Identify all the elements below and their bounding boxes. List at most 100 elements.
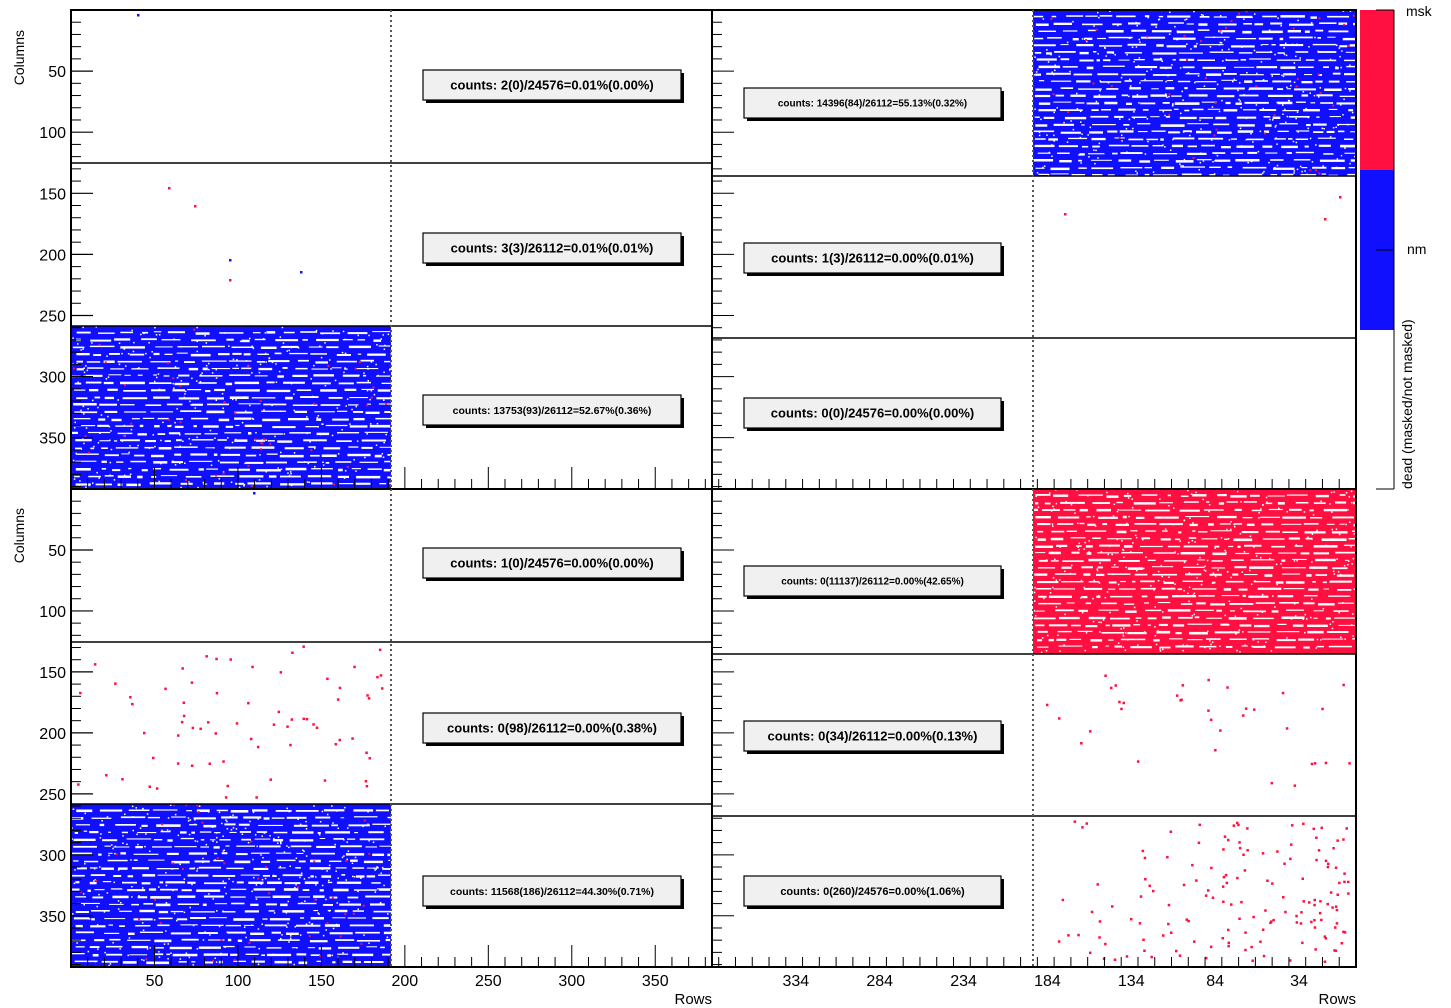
- dead-pixel: [1335, 908, 1339, 912]
- speck: [346, 841, 348, 843]
- gap: [1070, 94, 1086, 97]
- speck: [286, 932, 288, 934]
- gap: [216, 809, 228, 812]
- gap: [1162, 530, 1168, 532]
- speck: [1287, 99, 1290, 102]
- dead-pixel: [1148, 884, 1151, 888]
- x-tick-label: 300: [558, 973, 585, 990]
- gap: [258, 367, 273, 371]
- dead-pixel: [1312, 827, 1315, 831]
- gap: [94, 396, 101, 399]
- gap: [108, 374, 122, 376]
- gap: [385, 938, 391, 942]
- gap: [387, 853, 391, 857]
- gap: [273, 831, 288, 834]
- label-box: [422, 394, 682, 426]
- gap: [104, 396, 114, 400]
- speck: [1311, 561, 1313, 563]
- speck: [1220, 42, 1223, 44]
- gap: [255, 896, 271, 898]
- gap: [103, 381, 114, 385]
- gap: [1180, 495, 1189, 497]
- speck: [245, 936, 247, 939]
- speck: [1213, 36, 1215, 38]
- speck: [96, 471, 98, 474]
- accent-pixel: [1315, 169, 1318, 172]
- speck: [1203, 85, 1206, 87]
- speck: [1220, 537, 1223, 539]
- gap: [311, 368, 328, 370]
- speck: [1165, 80, 1167, 83]
- gap: [1201, 144, 1215, 147]
- speck: [158, 956, 161, 958]
- gap: [369, 424, 391, 428]
- accent-pixel: [261, 442, 264, 445]
- y-tick-label: 100: [39, 604, 66, 621]
- speck: [290, 839, 293, 841]
- speck: [112, 942, 114, 944]
- speck: [1184, 15, 1187, 18]
- speck: [387, 333, 390, 336]
- speck: [1168, 505, 1170, 507]
- gap: [1173, 108, 1179, 110]
- gap: [158, 917, 173, 920]
- gap: [101, 960, 118, 963]
- speck: [315, 329, 318, 332]
- speck: [1227, 538, 1230, 540]
- speck: [230, 481, 233, 483]
- gap: [309, 940, 328, 943]
- gap: [1214, 631, 1240, 634]
- speck: [268, 357, 270, 360]
- gap: [272, 875, 277, 877]
- speck: [1225, 551, 1227, 554]
- accent-pixel: [314, 898, 317, 901]
- accent-pixel: [1273, 114, 1276, 117]
- gap: [324, 924, 340, 927]
- speck: [1102, 523, 1104, 525]
- speck: [83, 442, 85, 445]
- accent-pixel: [172, 862, 175, 865]
- speck: [145, 833, 147, 835]
- speck: [1095, 149, 1097, 152]
- speck: [1077, 546, 1079, 548]
- gap: [1231, 45, 1255, 48]
- speck: [228, 878, 230, 880]
- speck: [1350, 624, 1353, 626]
- speck: [1042, 166, 1044, 169]
- gap: [1079, 59, 1094, 62]
- gap: [357, 353, 362, 355]
- dead-pixel: [1250, 945, 1253, 949]
- speck: [280, 346, 283, 348]
- speck: [1329, 136, 1332, 138]
- gap: [1063, 509, 1076, 511]
- speck: [314, 447, 316, 450]
- speck: [334, 843, 336, 846]
- speck: [196, 870, 198, 872]
- speck: [1349, 90, 1351, 92]
- gap: [347, 917, 366, 919]
- speck: [1335, 126, 1337, 128]
- dead-pixel: [1243, 869, 1247, 872]
- frames-layer: [70, 9, 1357, 968]
- accent-pixel: [265, 866, 267, 869]
- gap: [1241, 531, 1259, 534]
- gap: [1037, 646, 1049, 648]
- speck: [1085, 632, 1088, 634]
- speck: [262, 857, 264, 859]
- gap: [1146, 138, 1159, 141]
- gap: [1286, 152, 1292, 154]
- gap: [326, 346, 339, 349]
- gap: [1215, 116, 1227, 120]
- gap: [127, 939, 151, 941]
- gap: [1178, 531, 1182, 534]
- dead-pixel: [1104, 942, 1107, 946]
- gap: [1223, 109, 1238, 112]
- gap: [240, 874, 260, 876]
- gap: [235, 389, 260, 392]
- dead-pixel: [326, 677, 329, 681]
- speck: [1123, 627, 1125, 629]
- count-label: counts: 11568(186)/26112=44.30%(0.71%): [450, 886, 654, 898]
- speck: [1243, 94, 1245, 96]
- dead-pixel: [305, 717, 309, 721]
- accent-pixel: [98, 343, 101, 346]
